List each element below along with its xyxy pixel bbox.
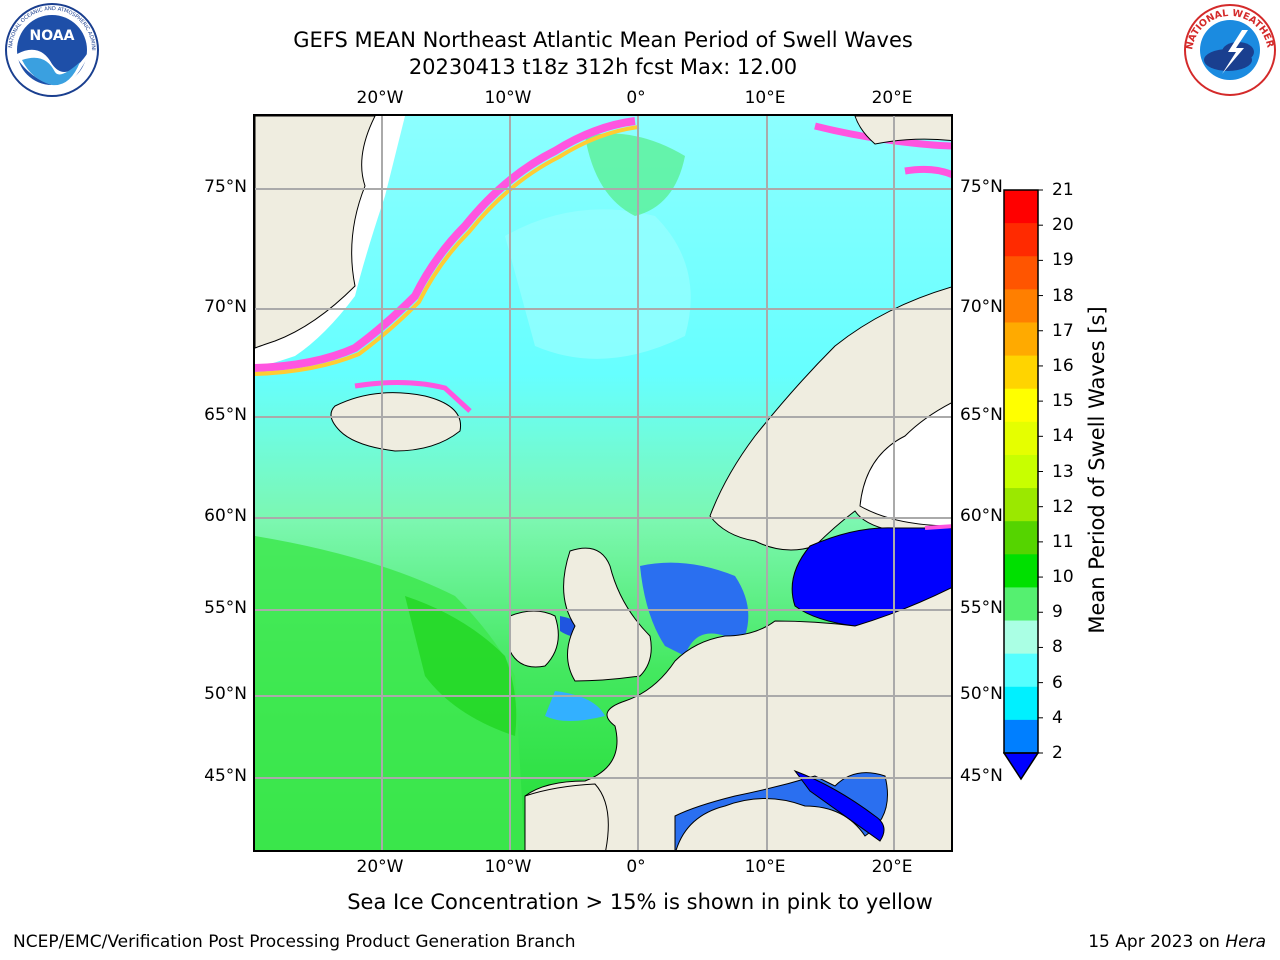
long-swell-region [255, 536, 525, 850]
lon-label-top: 10°W [484, 88, 532, 108]
map-panel [253, 114, 953, 852]
colorbar-tick-label: 18 [1052, 285, 1074, 306]
lon-label-bottom: 20°W [356, 857, 404, 877]
colorbar-tick-label: 15 [1052, 391, 1074, 412]
greenland-coast [255, 116, 376, 349]
lat-label-left: 75°N [204, 177, 247, 197]
lat-label-right: 75°N [960, 177, 1003, 197]
colorbar-tick-label: 10 [1052, 567, 1074, 588]
lon-label-top: 20°E [871, 88, 913, 108]
colorbar-segment [1004, 521, 1038, 555]
biscay-shelf [545, 691, 605, 721]
colorbar-segment [1004, 289, 1038, 323]
colorbar-tick-label: 8 [1052, 637, 1063, 658]
colorbar-tick-label: 21 [1052, 180, 1074, 200]
sea-ice-edge [255, 117, 636, 372]
colorbar-segment [1004, 454, 1038, 489]
lat-label-right: 50°N [960, 684, 1003, 704]
colorbar-segment [1004, 554, 1038, 588]
colorbar-tick-label: 17 [1052, 320, 1074, 341]
lon-label-top: 10°E [744, 88, 786, 108]
colorbar-segment [1004, 256, 1038, 290]
colorbar-tick-label: 11 [1052, 531, 1074, 552]
colorbar-segment [1004, 686, 1038, 721]
lat-label-left: 65°N [204, 405, 247, 425]
footer-date: 15 Apr 2023 on Hera [1088, 932, 1266, 952]
footer-date-text: 15 Apr 2023 on [1088, 932, 1220, 952]
lat-label-right: 45°N [960, 766, 1003, 786]
colorbar-segment [1004, 719, 1038, 754]
footer-credit: NCEP/EMC/Verification Post Processing Pr… [13, 932, 576, 952]
colorbar-segment [1004, 421, 1038, 456]
lon-label-bottom: 10°W [484, 857, 532, 877]
lon-label-bottom: 10°E [744, 857, 786, 877]
svalbard [854, 116, 951, 145]
colorbar-segment [1004, 190, 1038, 224]
chart-title: GEFS MEAN Northeast Atlantic Mean Period… [293, 28, 913, 52]
colorbar-tick-label: 9 [1052, 602, 1063, 623]
nws-logo: NATIONAL WEATHER SERVICE [1176, 0, 1280, 106]
chart-subtitle: 20230413 t18z 312h fcst Max: 12.00 [408, 55, 798, 79]
colorbar-label: Mean Period of Swell Waves [s] [1085, 306, 1109, 634]
iceland [330, 392, 462, 452]
colorbar-segment [1004, 223, 1038, 257]
colorbar-tick-label: 12 [1052, 496, 1074, 517]
lat-label-right: 70°N [960, 297, 1003, 317]
lon-label-top: 0° [626, 88, 646, 108]
noaa-logo: NOAA NATIONAL OCEANIC AND ATMOSPHERIC AD… [0, 0, 104, 106]
colorbar [1002, 188, 1044, 792]
adriatic [793, 769, 885, 842]
lat-label-left: 70°N [204, 297, 247, 317]
lat-label-right: 55°N [960, 598, 1003, 618]
colorbar-tick-label: 4 [1052, 707, 1063, 728]
colorbar-tick-label: 20 [1052, 215, 1074, 236]
lat-label-right: 60°N [960, 506, 1003, 526]
graticule [255, 116, 951, 850]
iberia-coast [524, 783, 609, 850]
long-swell-core [405, 596, 517, 736]
colorbar-segment [1004, 620, 1038, 655]
lat-label-left: 55°N [204, 598, 247, 618]
lon-label-bottom: 0° [626, 857, 646, 877]
colorbar-segment [1004, 388, 1038, 423]
colorbar-extend-arrow [1002, 752, 1040, 781]
gulf-of-bothnia [859, 402, 951, 527]
colorbar-segment [1004, 587, 1038, 622]
colorbar-tick-label: 13 [1052, 461, 1074, 482]
colorbar-segment [1004, 322, 1038, 357]
lat-label-left: 45°N [204, 766, 247, 786]
colorbar-tick-label: 6 [1052, 672, 1063, 693]
colorbar-segment [1004, 355, 1038, 390]
great-britain [563, 547, 652, 682]
sea-ice-note: Sea Ice Concentration > 15% is shown in … [347, 890, 933, 914]
svg-text:NOAA: NOAA [30, 28, 75, 44]
footer-host: Hera [1225, 932, 1266, 952]
lat-label-right: 65°N [960, 405, 1003, 425]
ireland [509, 610, 559, 668]
colorbar-tick-label: 16 [1052, 355, 1074, 376]
colorbar-segment [1004, 653, 1038, 688]
colorbar-tick-label: 2 [1052, 743, 1063, 763]
lat-label-left: 60°N [204, 506, 247, 526]
colorbar-segment [1004, 488, 1038, 522]
colorbar-tick-label: 14 [1052, 426, 1074, 447]
colorbar-tick-label: 19 [1052, 250, 1074, 271]
lon-label-top: 20°W [356, 88, 404, 108]
lon-label-bottom: 20°E [871, 857, 913, 877]
lat-label-left: 50°N [204, 684, 247, 704]
